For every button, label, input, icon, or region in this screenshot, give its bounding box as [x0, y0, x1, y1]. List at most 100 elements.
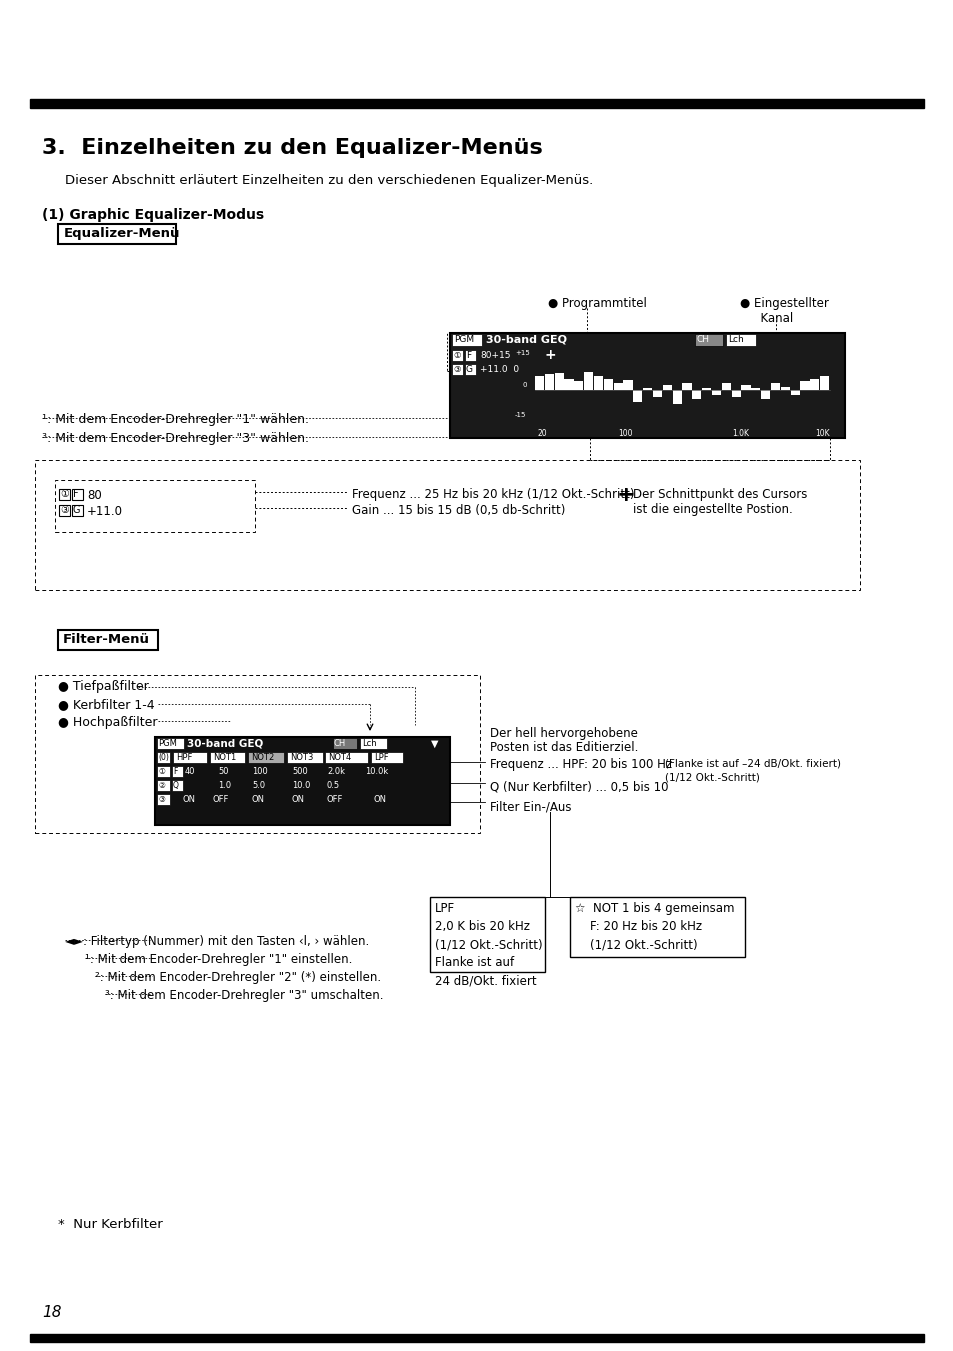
Text: ☆  NOT 1 bis 4 gemeinsam
    F: 20 Hz bis 20 kHz
    (1/12 Okt.-Schritt): ☆ NOT 1 bis 4 gemeinsam F: 20 Hz bis 20 … — [575, 902, 734, 951]
Text: F: F — [172, 767, 177, 775]
Text: Lch: Lch — [361, 739, 376, 748]
Text: Der hell hervorgehobene: Der hell hervorgehobene — [490, 727, 638, 740]
Bar — [59, 505, 70, 516]
Bar — [71, 505, 83, 516]
Bar — [740, 385, 750, 390]
Text: NOT1: NOT1 — [213, 753, 236, 762]
Text: 5.0: 5.0 — [252, 781, 265, 790]
Text: ● Hochpaßfilter: ● Hochpaßfilter — [58, 716, 157, 730]
Text: 10.0: 10.0 — [292, 781, 310, 790]
Text: 80+15: 80+15 — [479, 351, 510, 359]
Text: 40: 40 — [185, 767, 195, 775]
Text: Kanal: Kanal — [752, 312, 792, 326]
Text: 100: 100 — [252, 767, 268, 775]
Bar — [800, 381, 809, 390]
Bar — [770, 384, 780, 390]
Text: (1) Graphic Equalizer-Modus: (1) Graphic Equalizer-Modus — [42, 208, 264, 222]
Bar — [30, 1333, 923, 1342]
Text: ①: ① — [60, 489, 69, 499]
Bar — [623, 380, 632, 390]
Text: ● Tiefpaßfilter: ● Tiefpaßfilter — [58, 680, 149, 693]
Text: F: F — [465, 351, 471, 359]
Bar — [721, 384, 730, 390]
Text: ③: ③ — [158, 794, 165, 804]
Text: ①: ① — [158, 767, 165, 775]
Text: Q (Nur Kerbfilter) ... 0,5 bis 10: Q (Nur Kerbfilter) ... 0,5 bis 10 — [490, 781, 668, 794]
Bar — [725, 334, 755, 346]
Text: (Flanke ist auf –24 dB/Okt. fixiert): (Flanke ist auf –24 dB/Okt. fixiert) — [664, 758, 841, 767]
Bar — [154, 738, 450, 825]
Text: ON: ON — [292, 794, 305, 804]
Bar — [287, 753, 323, 763]
Text: G: G — [73, 505, 80, 515]
Text: ON: ON — [252, 794, 265, 804]
Bar — [662, 385, 671, 390]
Bar — [157, 766, 170, 777]
Bar — [30, 99, 923, 108]
Text: LPF: LPF — [374, 753, 388, 762]
Text: NOT3: NOT3 — [290, 753, 313, 762]
Text: ²: Mit dem Encoder-Drehregler "2" (*) einstellen.: ²: Mit dem Encoder-Drehregler "2" (*) ei… — [95, 971, 381, 984]
Bar — [544, 374, 554, 390]
Text: Gain ... 15 bis 15 dB (0,5 db-Schritt): Gain ... 15 bis 15 dB (0,5 db-Schritt) — [352, 504, 565, 517]
Text: Posten ist das Editierziel.: Posten ist das Editierziel. — [490, 740, 638, 754]
Text: (1/12 Okt.-Schritt): (1/12 Okt.-Schritt) — [664, 771, 760, 782]
Text: Filter Ein-/Aus: Filter Ein-/Aus — [490, 800, 571, 813]
Text: ● Eingestellter: ● Eingestellter — [740, 297, 828, 309]
Bar — [157, 738, 184, 748]
Bar — [535, 376, 543, 390]
Text: *  Nur Kerbfilter: * Nur Kerbfilter — [58, 1219, 163, 1231]
Text: 0.5: 0.5 — [327, 781, 340, 790]
Bar — [780, 386, 789, 390]
Bar — [594, 376, 602, 390]
Text: Equalizer-Menü: Equalizer-Menü — [64, 227, 180, 240]
Bar — [35, 459, 859, 590]
Bar — [574, 381, 582, 390]
Text: 20: 20 — [537, 430, 547, 438]
Bar — [248, 753, 284, 763]
Bar — [35, 676, 479, 834]
Bar — [450, 332, 844, 438]
Bar — [569, 897, 744, 957]
Bar — [452, 334, 481, 346]
Text: 18: 18 — [42, 1305, 61, 1320]
Bar — [210, 753, 245, 763]
Text: Q: Q — [172, 781, 178, 790]
Text: ³: Mit dem Encoder-Drehregler "3" umschalten.: ³: Mit dem Encoder-Drehregler "3" umscha… — [105, 989, 383, 1002]
Text: 100: 100 — [618, 430, 632, 438]
Bar — [729, 332, 829, 372]
Text: ◄►: Filtertyp (Nummer) mit den Tasten ‹l, › wählen.: ◄►: Filtertyp (Nummer) mit den Tasten ‹l… — [65, 935, 369, 948]
Text: 1.0: 1.0 — [218, 781, 231, 790]
Bar — [564, 378, 573, 390]
Bar — [681, 384, 691, 390]
Bar — [711, 390, 720, 394]
Bar — [359, 738, 387, 748]
Text: Filter-Menü: Filter-Menü — [63, 634, 150, 646]
Text: 10K: 10K — [814, 430, 829, 438]
Text: 1.0K: 1.0K — [731, 430, 748, 438]
Bar — [157, 794, 170, 805]
Text: ON: ON — [183, 794, 195, 804]
Text: 80: 80 — [87, 489, 102, 503]
Text: NOT2: NOT2 — [251, 753, 274, 762]
Bar — [157, 753, 170, 763]
Bar — [692, 390, 700, 399]
Text: ● Kerbfilter 1-4: ● Kerbfilter 1-4 — [58, 698, 154, 711]
Bar — [760, 390, 769, 399]
Text: OFF: OFF — [327, 794, 343, 804]
Bar — [371, 753, 402, 763]
Text: OFF: OFF — [213, 794, 229, 804]
Bar — [447, 332, 597, 372]
Bar — [820, 376, 828, 390]
Bar — [603, 378, 612, 390]
Bar — [790, 390, 799, 394]
Bar — [751, 388, 760, 390]
Bar — [172, 753, 207, 763]
Bar — [452, 363, 462, 376]
Bar — [633, 390, 641, 401]
Bar — [583, 372, 593, 390]
Text: +11.0  0: +11.0 0 — [479, 365, 518, 374]
Bar — [333, 738, 356, 748]
Text: ist die eingestellte Postion.: ist die eingestellte Postion. — [633, 503, 792, 516]
Text: CH: CH — [334, 739, 346, 748]
